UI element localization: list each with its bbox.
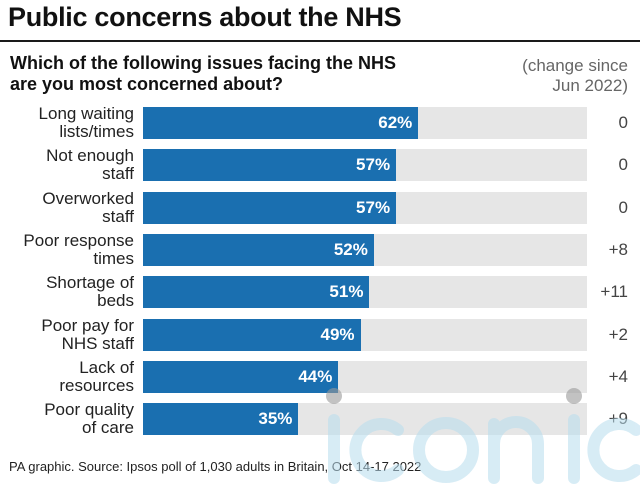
change-value: 0 bbox=[618, 113, 628, 132]
bar-row: Poor response times 52% +8 bbox=[0, 230, 640, 268]
source-note: PA graphic. Source: Ipsos poll of 1,030 … bbox=[9, 459, 422, 474]
bar-row: Not enough staff 57% 0 bbox=[0, 146, 640, 184]
bar-row: Overworked staff 57% 0 bbox=[0, 188, 640, 226]
change-column-heading: (change since Jun 2022) bbox=[522, 56, 628, 95]
change-value: +11 bbox=[600, 282, 628, 302]
bar: 35% bbox=[143, 403, 299, 436]
bar-track: 49% bbox=[143, 318, 587, 351]
category-label: Shortage of beds bbox=[46, 273, 134, 311]
category-label: Not enough staff bbox=[46, 146, 134, 184]
chart-title: Public concerns about the NHS bbox=[8, 2, 402, 32]
bar-track: 44% bbox=[143, 360, 587, 393]
bar-value-label: 62% bbox=[378, 113, 413, 132]
bar-row: Lack of resources 44% +4 bbox=[0, 357, 640, 395]
category-label: Lack of resources bbox=[59, 357, 134, 395]
bar-track: 57% bbox=[143, 191, 587, 224]
bar-row: Poor pay for NHS staff 49% +2 bbox=[0, 315, 640, 353]
bar-value-label: 49% bbox=[320, 324, 355, 344]
category-label: Overworked staff bbox=[42, 188, 134, 226]
bar: 51% bbox=[143, 276, 370, 309]
change-value: +8 bbox=[608, 239, 628, 259]
bar: 49% bbox=[143, 318, 361, 351]
bar-track: 35% bbox=[143, 403, 587, 436]
change-value: +9 bbox=[608, 409, 628, 429]
bar-track: 52% bbox=[143, 233, 587, 266]
category-label: Poor pay for NHS staff bbox=[41, 315, 134, 353]
change-value: 0 bbox=[618, 155, 628, 175]
bar-value-label: 57% bbox=[356, 197, 391, 217]
chart-question: Which of the following issues facing the… bbox=[10, 53, 397, 94]
bar-row: Long waiting lists/times 62% 0 bbox=[0, 104, 640, 141]
bar: 44% bbox=[143, 360, 339, 393]
bar: 57% bbox=[143, 191, 397, 224]
change-value: +2 bbox=[608, 324, 628, 344]
bar-track: 57% bbox=[143, 149, 587, 182]
bar-track: 62% bbox=[143, 107, 587, 139]
bar-value-label: 44% bbox=[298, 366, 333, 386]
category-label: Poor quality of care bbox=[44, 400, 134, 438]
bar-value-label: 52% bbox=[333, 239, 368, 259]
title-divider bbox=[0, 40, 640, 42]
bar-value-label: 57% bbox=[356, 155, 391, 175]
category-label: Long waiting lists/times bbox=[38, 104, 134, 141]
category-label: Poor response times bbox=[23, 230, 134, 268]
bar: 57% bbox=[143, 149, 397, 182]
bar-row: Shortage of beds 51% +11 bbox=[0, 273, 640, 311]
change-value: 0 bbox=[618, 197, 628, 217]
watermark-text: iconic bbox=[478, 437, 481, 439]
bar-track: 51% bbox=[143, 276, 587, 309]
bar: 62% bbox=[143, 107, 419, 139]
bar-value-label: 35% bbox=[258, 409, 293, 429]
bar-row: Poor quality of care 35% +9 bbox=[0, 400, 640, 438]
bar: 52% bbox=[143, 233, 374, 266]
change-value: +4 bbox=[608, 366, 628, 386]
bar-value-label: 51% bbox=[329, 282, 364, 302]
